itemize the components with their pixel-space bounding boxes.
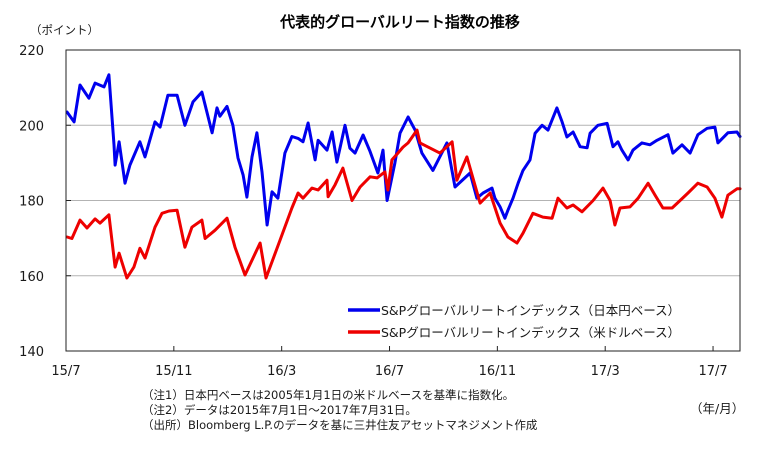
x-tick-label: 17/3 [591, 364, 620, 379]
y-tick-label: 160 [19, 270, 44, 285]
legend: S&Pグローバルリートインデックス（日本円ベース） S&Pグローバルリートインデ… [348, 303, 680, 340]
chart-title: 代表的グローバルリート指数の推移 [279, 13, 520, 31]
footnote-2: （注2）データは2015年7月1日～2017年7月31日。 [142, 403, 417, 417]
y-axis-ticks: 140 160 180 200 220 [19, 44, 71, 360]
plot-frame [65, 49, 741, 352]
x-axis-ticks: 15/7 15/11 16/3 16/7 16/11 17/3 17/7 [51, 346, 728, 379]
series-lines [65, 73, 742, 280]
x-tick-label: 15/7 [51, 364, 80, 379]
y-tick-label: 180 [19, 195, 44, 210]
series-line-usd [65, 128, 742, 280]
legend-label-jpy: S&Pグローバルリートインデックス（日本円ベース） [381, 303, 680, 318]
footnotes: （注1）日本円ベースは2005年1月1日の米ドルベースを基準に指数化。 （注2）… [142, 388, 537, 433]
y-tick-label: 220 [19, 44, 44, 59]
legend-label-usd: S&Pグローバルリートインデックス（米ドルベース） [381, 325, 680, 340]
series-line-jpy [65, 73, 742, 227]
footnote-source: （出所）Bloomberg L.P.のデータを基に三井住友アセットマネジメント作… [142, 418, 538, 432]
x-tick-label: 17/7 [698, 364, 727, 379]
x-tick-label: 16/11 [479, 364, 516, 379]
x-tick-label: 15/11 [155, 364, 192, 379]
footnote-1: （注1）日本円ベースは2005年1月1日の米ドルベースを基準に指数化。 [142, 388, 515, 402]
x-tick-label: 16/3 [267, 364, 296, 379]
y-axis-unit-label: （ポイント） [30, 23, 99, 37]
y-tick-label: 140 [19, 345, 44, 360]
y-tick-label: 200 [19, 119, 44, 134]
x-axis-unit-label: （年/月） [690, 401, 745, 416]
x-tick-label: 16/7 [375, 364, 404, 379]
